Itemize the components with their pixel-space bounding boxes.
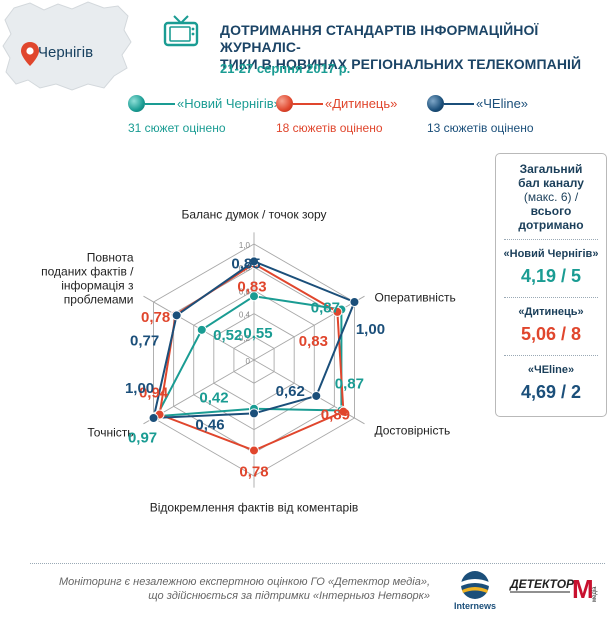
footer-divider [30, 563, 605, 564]
data-label: 0,55 [243, 325, 272, 342]
data-point [249, 291, 259, 302]
divider [504, 239, 598, 240]
legend-marker-icon [276, 95, 293, 112]
data-point [338, 406, 349, 417]
tick-label: 0,4 [239, 311, 251, 320]
data-label: 0,94 [139, 385, 169, 402]
panel-title: Загальний бал каналу (макс. 6) / всього … [496, 162, 606, 232]
data-point [148, 413, 159, 423]
location-pin-icon [21, 42, 39, 66]
legend-line [444, 103, 474, 105]
legend-marker-icon [427, 95, 444, 112]
data-point [349, 297, 360, 307]
data-point [196, 324, 207, 335]
data-label: 0,85 [231, 255, 260, 272]
panel-channel-score: 5,06 / 8 [520, 324, 582, 344]
detector-media-logo: ДЕТЕКТОР М медіа [508, 572, 603, 619]
tick-label: 0,2 [239, 334, 251, 343]
data-label: 0,83 [299, 333, 328, 350]
axis-label: Оперативність [374, 290, 455, 304]
detector-text: ДЕТЕКТОР [509, 577, 575, 591]
data-label: 0,62 [276, 383, 305, 400]
panel-channel-score: 4,19 / 5 [520, 266, 582, 286]
panel-channel-name: «ЧЕline» [527, 364, 575, 376]
data-point [249, 256, 259, 267]
data-point [249, 408, 259, 419]
axis-label: Відокремлення фактів від коментарів [150, 500, 359, 514]
panel-channel-name: «Новий Чернігів» [503, 248, 599, 260]
title-line-1: ДОТРИМАННЯ СТАНДАРТІВ ІНФОРМАЦІЙНОЇ ЖУРН… [220, 22, 539, 55]
internews-text: Internews [454, 601, 496, 611]
header: Чернігів ДОТРИМАННЯ СТАНДАРТІВ ІНФОРМАЦІ… [0, 0, 610, 91]
footer-line: що здійснюється за підтримки «Інтерньюз … [148, 590, 430, 602]
axis-label: Повнота [87, 250, 134, 264]
total-score-panel: Загальний бал каналу (макс. 6) / всього … [495, 153, 607, 417]
page-title: ДОТРИМАННЯ СТАНДАРТІВ ІНФОРМАЦІЙНОЇ ЖУРН… [220, 22, 605, 73]
data-point [332, 306, 343, 317]
footer-note: Моніторинг є незалежною експертною оцінк… [30, 575, 430, 603]
chernihiv-region-map [2, 1, 132, 91]
detector-media-icon: ДЕТЕКТОР М медіа [509, 574, 598, 604]
legend-marker-icon [128, 95, 145, 112]
legend-count: 13 сюжетів оцінено [427, 121, 534, 135]
panel-channel-score: 4,69 / 2 [520, 382, 582, 402]
axis-label: Достовірність [374, 424, 450, 438]
data-label: 0,87 [311, 300, 340, 317]
panel-title-line: (макс. 6) / [523, 190, 579, 204]
data-label: 0,87 [335, 375, 364, 392]
legend-name: «Дитинець» [325, 96, 398, 111]
data-label: 0,78 [141, 309, 170, 326]
footer-line: Моніторинг є незалежною експертною оцінк… [58, 576, 430, 588]
data-point [311, 390, 322, 401]
axis-label: Баланс думок / точок зору [181, 208, 326, 222]
detector-m-text: М [572, 574, 594, 604]
legend-count: 31 сюжет оцінено [128, 121, 226, 135]
internews-logo: Internews [453, 568, 497, 617]
axis-label: Точність [87, 426, 133, 440]
radar-chart: 0 0,2 0,4 0,6 0,8 1,0 Баланс думок / точок зор… [0, 140, 490, 560]
legend-name: «ЧЕline» [476, 96, 529, 111]
city-label: Чернігів [38, 44, 94, 61]
panel-channel-name: «Дитинець» [518, 306, 584, 318]
data-point [171, 310, 182, 321]
data-label: 0,97 [128, 429, 157, 446]
panel-title-line: всього [530, 204, 572, 218]
panel-title-line: Загальний [519, 162, 583, 176]
tick-label: 1,0 [239, 241, 251, 250]
axis-label: інформація з [61, 278, 134, 292]
data-label: 0,77 [130, 332, 159, 349]
legend-line [145, 103, 175, 105]
detector-media-text: медіа [592, 586, 598, 602]
data-label: 0,42 [199, 390, 228, 407]
date-range: 21-27 серпня 2017 р. [220, 61, 351, 76]
divider [504, 297, 598, 298]
data-label: 0,83 [237, 279, 266, 296]
data-label: 0,52 [213, 327, 242, 344]
panel-title-line: дотримано [518, 218, 584, 232]
data-label: 0,89 [321, 407, 350, 424]
data-label: 1,00 [125, 380, 154, 397]
panel-title-line: бал каналу [518, 176, 584, 190]
legend-name: «Новий Чернігів» [177, 96, 281, 111]
divider [504, 355, 598, 356]
data-label: 0,46 [195, 416, 224, 433]
data-label: 0,78 [239, 463, 268, 480]
axis-spoke [253, 295, 365, 361]
data-point [249, 445, 259, 456]
data-label: 1,00 [356, 321, 385, 338]
title-line-2: ТИКИ В НОВИНАХ РЕГІОНАЛЬНИХ ТЕЛЕКОМПАНІЙ [220, 56, 582, 72]
axis-label: поданих фактів / [41, 264, 134, 278]
tick-label: 0,6 [239, 287, 251, 296]
axis-label: проблемами [64, 292, 134, 306]
legend-line [293, 103, 323, 105]
internews-globe-icon: Internews [454, 571, 496, 611]
legend-count: 18 сюжетів оцінено [276, 121, 383, 135]
tv-icon [163, 15, 199, 47]
tick-label: 0 [246, 357, 251, 366]
